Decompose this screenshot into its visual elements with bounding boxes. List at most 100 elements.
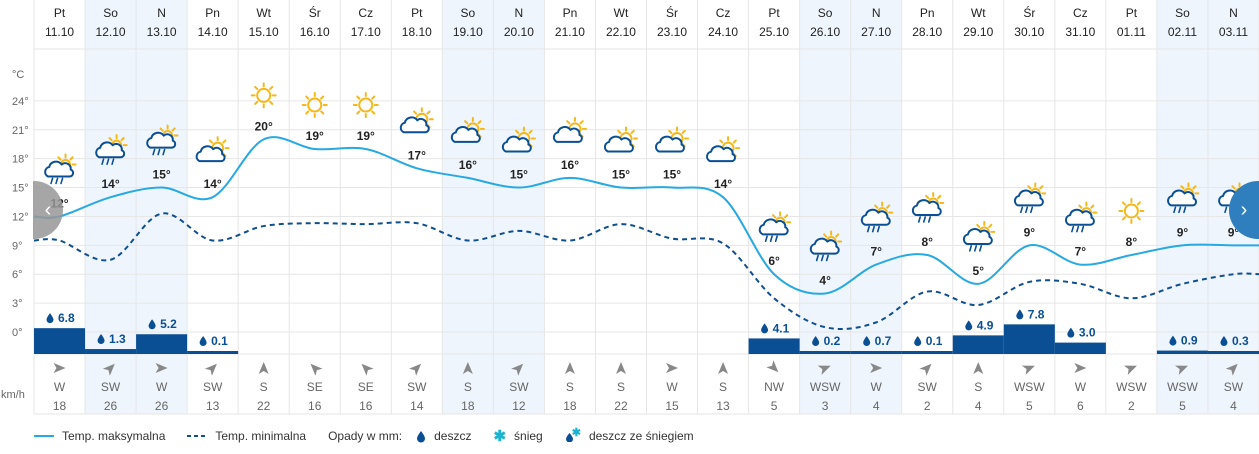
day-date: 01.11 bbox=[1117, 25, 1146, 39]
raindrop-icon bbox=[199, 336, 207, 346]
raindrop-icon bbox=[1220, 336, 1228, 346]
wind-arrow-icon bbox=[258, 362, 269, 374]
precip-label: 1.3 bbox=[109, 332, 126, 346]
legend-max-label: Temp. maksymalna bbox=[62, 429, 166, 443]
day-date: 29.10 bbox=[963, 25, 993, 39]
day-date: 31.10 bbox=[1065, 25, 1095, 39]
legend-max: Temp. maksymalna bbox=[34, 429, 165, 443]
wind-direction: SW bbox=[918, 380, 938, 394]
wind-arrow-icon bbox=[1021, 365, 1035, 375]
max-temp-label: 14° bbox=[204, 177, 222, 191]
precip-bar bbox=[187, 351, 239, 354]
day-name: N bbox=[157, 6, 166, 20]
precip-label: 0.1 bbox=[211, 334, 228, 348]
sun-cloud-icon bbox=[706, 136, 741, 163]
max-temp-label: 8° bbox=[1126, 235, 1138, 249]
legend-mixed-label: deszcz ze śniegiem bbox=[588, 429, 694, 443]
precip-label-group: 1.3 bbox=[97, 332, 126, 346]
max-temp-label: 6° bbox=[768, 254, 780, 268]
sun-cloud-icon bbox=[501, 126, 536, 153]
wind-speed: 4 bbox=[975, 399, 982, 413]
max-temp-label: 19° bbox=[357, 129, 375, 143]
wind-speed: 22 bbox=[257, 399, 271, 413]
day-name: Cz bbox=[358, 6, 373, 20]
sun-cloud-rain-icon bbox=[146, 124, 179, 156]
max-temp-label: 16° bbox=[459, 158, 477, 172]
day-date: 14.10 bbox=[198, 25, 228, 39]
wind-speed: 15 bbox=[665, 399, 679, 413]
max-temp-label: 14° bbox=[101, 177, 119, 191]
wind-direction: NW bbox=[764, 380, 785, 394]
precip-label-group: 0.3 bbox=[1220, 334, 1249, 348]
day-date: 23.10 bbox=[657, 25, 687, 39]
wind-direction: W bbox=[1075, 380, 1087, 394]
day-date: 15.10 bbox=[249, 25, 279, 39]
day-date: 03.11 bbox=[1219, 25, 1248, 39]
day-date: 30.10 bbox=[1014, 25, 1044, 39]
wind-direction: SE bbox=[307, 380, 323, 394]
y-tick-label: 15° bbox=[12, 183, 29, 195]
wind-arrow-icon bbox=[766, 360, 779, 373]
precip-bar bbox=[1156, 350, 1208, 354]
day-date: 02.11 bbox=[1168, 25, 1197, 39]
chevron-left-icon: ‹ bbox=[44, 198, 52, 221]
wind-direction: S bbox=[260, 380, 268, 394]
precip-label-group: 0.1 bbox=[199, 334, 228, 348]
sun-cloud-rain-icon bbox=[1064, 201, 1098, 233]
max-temp-label: 9° bbox=[1228, 225, 1240, 239]
wind-direction: S bbox=[974, 380, 982, 394]
precip-bar bbox=[799, 351, 851, 354]
precip-label-group: 4.1 bbox=[761, 321, 790, 335]
legend-rain-label: deszcz bbox=[434, 429, 472, 443]
wind-arrow-icon bbox=[102, 363, 115, 376]
precip-bar bbox=[136, 334, 188, 354]
wind-direction: S bbox=[464, 380, 472, 394]
weekend-column bbox=[493, 0, 545, 414]
sun-cloud-icon bbox=[399, 107, 434, 134]
wind-direction: SW bbox=[1224, 380, 1244, 394]
legend-max-swatch bbox=[34, 435, 54, 437]
max-temp-label: 14° bbox=[714, 177, 732, 191]
precip-label: 0.9 bbox=[1181, 334, 1198, 348]
wind-speed: 4 bbox=[873, 399, 880, 413]
sun-cloud-icon bbox=[195, 136, 230, 163]
max-temp-line bbox=[33, 136, 1259, 295]
day-name: Pt bbox=[54, 6, 66, 20]
max-temp-label: 4° bbox=[819, 273, 831, 287]
sun-cloud-rain-icon bbox=[860, 201, 894, 233]
day-name: N bbox=[872, 6, 881, 20]
day-name: Śr bbox=[309, 5, 321, 20]
wind-speed: 6 bbox=[1077, 399, 1084, 413]
day-name: Śr bbox=[1023, 5, 1035, 20]
raindrop-icon bbox=[761, 323, 769, 334]
wind-speed: 4 bbox=[1230, 399, 1237, 413]
day-name: Pn bbox=[920, 6, 935, 20]
precip-bar bbox=[85, 349, 137, 354]
day-date: 24.10 bbox=[708, 25, 738, 39]
precip-label-group: 7.8 bbox=[1016, 307, 1045, 321]
precip-bar bbox=[901, 351, 953, 354]
wind-speed: 18 bbox=[461, 399, 475, 413]
wind-speed: 14 bbox=[410, 399, 424, 413]
precip-label: 4.9 bbox=[977, 318, 994, 332]
raindrop-icon bbox=[914, 336, 922, 346]
wind-speed: 26 bbox=[104, 399, 118, 413]
wind-direction: W bbox=[156, 380, 168, 394]
legend-snow-label: śnieg bbox=[514, 429, 543, 443]
raindrop-icon bbox=[46, 313, 54, 324]
wind-speed: 2 bbox=[1128, 399, 1135, 413]
sun-icon bbox=[301, 92, 328, 119]
wind-arrow-icon bbox=[1174, 365, 1188, 375]
wind-direction: W bbox=[54, 380, 66, 394]
precip-label: 4.1 bbox=[773, 321, 790, 335]
snowflake-icon: ✱ bbox=[493, 428, 507, 445]
wind-direction: SW bbox=[407, 380, 427, 394]
wind-direction: SW bbox=[203, 380, 223, 394]
weekend-column bbox=[1156, 0, 1208, 414]
legend-min-swatch bbox=[187, 435, 208, 437]
day-name: Śr bbox=[666, 5, 678, 20]
wind-arrow-icon bbox=[1123, 365, 1137, 375]
sun-cloud-rain-icon bbox=[758, 211, 792, 243]
